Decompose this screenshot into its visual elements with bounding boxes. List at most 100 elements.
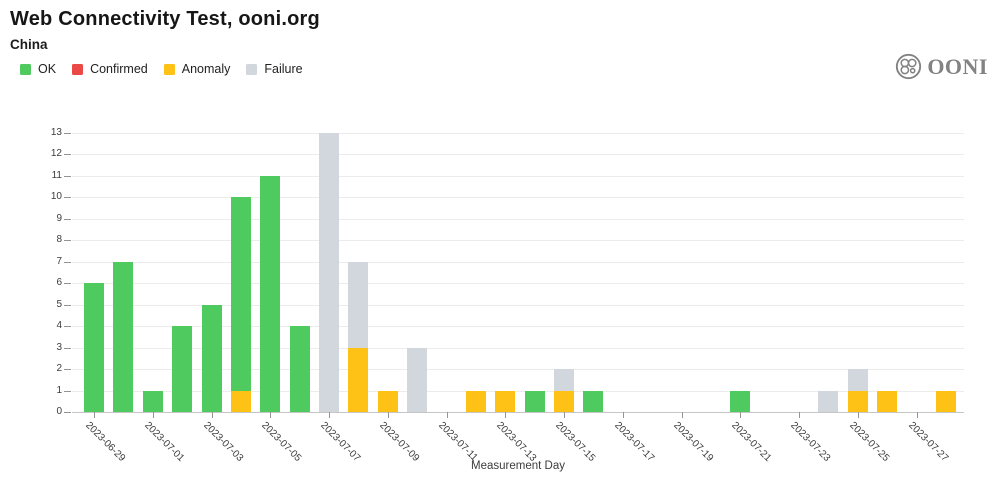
x-axis-title: Measurement Day <box>471 460 565 472</box>
x-axis-label: 2023-07-25 <box>847 420 892 464</box>
ooni-logo-icon <box>896 53 922 80</box>
bar-segment-anomaly[interactable] <box>554 390 575 412</box>
x-axis-label: 2023-07-19 <box>670 420 715 464</box>
bar-segment-ok[interactable] <box>730 390 751 412</box>
bar-segment-failure[interactable] <box>319 132 340 412</box>
x-axis-label: 2023-06-29 <box>83 420 128 464</box>
gridline <box>72 390 964 392</box>
y-axis-label: 6 <box>56 277 62 288</box>
x-tick <box>622 412 624 418</box>
x-axis-label: 2023-07-21 <box>729 420 774 464</box>
y-axis-label: 13 <box>50 126 62 138</box>
y-axis-label: 2 <box>56 363 62 374</box>
legend-item-failure: Failure <box>246 62 303 76</box>
bar-segment-anomaly[interactable] <box>495 390 516 412</box>
bar-segment-ok[interactable] <box>201 304 222 412</box>
legend-swatch-anomaly <box>163 63 175 75</box>
y-tick <box>64 132 71 134</box>
y-axis-label: 8 <box>56 234 62 245</box>
chart-title: Web Connectivity Test, ooni.org <box>10 8 320 30</box>
legend-item-confirmed: Confirmed <box>72 62 148 76</box>
legend-swatch-ok <box>20 63 31 75</box>
bar-segment-ok[interactable] <box>583 390 604 412</box>
x-tick <box>505 412 507 418</box>
y-tick <box>64 369 71 370</box>
gridline <box>72 326 964 327</box>
x-tick <box>329 412 331 418</box>
x-axis-label: 2023-07-01 <box>141 420 186 464</box>
legend-swatch-failure <box>246 63 258 75</box>
legend-label: Confirmed <box>90 62 148 76</box>
y-tick <box>64 412 71 413</box>
y-axis-label: 1 <box>56 384 62 396</box>
bar-segment-anomaly[interactable] <box>348 347 369 412</box>
bar-segment-failure[interactable] <box>818 390 839 412</box>
y-tick <box>64 261 71 263</box>
bar-segment-ok[interactable] <box>142 390 163 412</box>
bar-segment-ok[interactable] <box>113 261 134 412</box>
gridline <box>72 369 964 370</box>
y-tick <box>64 347 71 349</box>
bar-segment-ok[interactable] <box>84 283 104 412</box>
bar-segment-anomaly[interactable] <box>847 390 868 412</box>
y-tick <box>64 197 71 198</box>
x-axis-label: 2023-07-05 <box>259 420 304 464</box>
y-axis-label: 4 <box>56 320 62 331</box>
chart-legend: OK Confirmed Anomaly Failure <box>20 62 303 76</box>
bar-segment-anomaly[interactable] <box>230 390 251 412</box>
bar-segment-ok[interactable] <box>260 175 281 412</box>
bar-segment-failure[interactable] <box>407 347 428 412</box>
y-axis-label: 12 <box>50 148 62 159</box>
y-tick <box>64 154 71 155</box>
legend-item-ok: OK <box>20 62 56 76</box>
bar-segment-failure[interactable] <box>847 369 868 391</box>
legend-swatch-confirmed <box>72 63 84 75</box>
bar-segment-anomaly[interactable] <box>377 390 398 412</box>
bar-segment-anomaly[interactable] <box>877 390 898 412</box>
bar-segment-anomaly[interactable] <box>935 390 956 412</box>
x-axis-label: 2023-07-07 <box>318 420 363 464</box>
legend-label: Anomaly <box>181 62 231 76</box>
x-axis-line <box>72 412 964 413</box>
y-tick <box>64 240 71 241</box>
x-tick <box>152 412 154 418</box>
x-axis-label: 2023-07-09 <box>377 420 421 464</box>
gridline <box>72 283 964 284</box>
legend-item-anomaly: Anomaly <box>163 62 231 76</box>
y-tick <box>64 390 71 392</box>
y-axis-label: 5 <box>56 298 62 310</box>
x-tick <box>94 412 95 418</box>
legend-label: Failure <box>264 62 303 76</box>
bar-segment-ok[interactable] <box>289 326 310 412</box>
y-axis-label: 10 <box>50 191 62 202</box>
y-axis-label: 11 <box>51 169 62 181</box>
y-axis-label: 7 <box>56 255 62 267</box>
legend-label: OK <box>38 62 57 76</box>
x-tick <box>916 412 918 418</box>
x-axis-label: 2023-07-17 <box>612 420 656 464</box>
bar-segment-ok[interactable] <box>524 390 545 412</box>
chart-subtitle: China <box>10 37 48 52</box>
bar-segment-anomaly[interactable] <box>465 390 486 412</box>
bar-segment-ok[interactable] <box>172 326 193 412</box>
ooni-brand: OONI <box>895 53 988 80</box>
gridline <box>72 347 964 349</box>
gridline <box>72 154 964 155</box>
x-tick <box>799 412 801 418</box>
x-tick <box>564 412 566 418</box>
gridline <box>72 218 964 220</box>
x-axis-label: 2023-07-15 <box>553 420 598 464</box>
bar-segment-failure[interactable] <box>348 261 369 348</box>
x-tick <box>211 412 213 418</box>
x-tick <box>387 412 389 418</box>
bar-segment-ok[interactable] <box>230 197 251 391</box>
bar-segment-failure[interactable] <box>554 369 575 391</box>
y-tick <box>64 218 71 220</box>
y-tick <box>64 175 71 177</box>
gridline <box>72 304 964 306</box>
x-tick <box>857 412 859 418</box>
y-tick <box>64 304 71 306</box>
y-tick <box>64 326 71 327</box>
y-axis-label: 9 <box>56 212 62 224</box>
